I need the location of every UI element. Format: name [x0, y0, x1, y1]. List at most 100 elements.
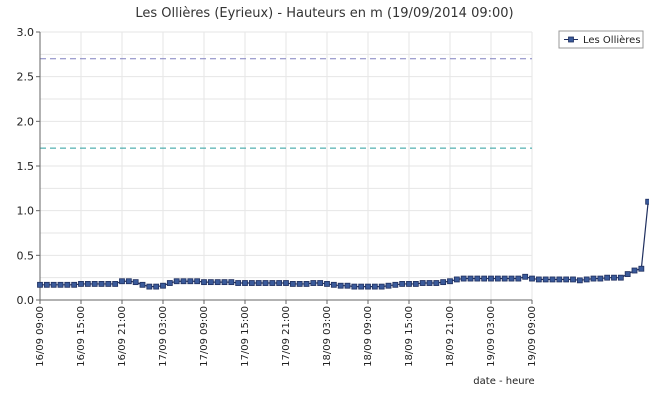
- legend: Les Ollières: [558, 30, 644, 49]
- data-point: [50, 281, 57, 288]
- data-point: [255, 280, 262, 286]
- y-tick-label: 1.5: [17, 160, 35, 173]
- data-point: [303, 281, 310, 287]
- data-point: [296, 281, 303, 287]
- data-point: [317, 280, 324, 286]
- series-line: [40, 198, 649, 288]
- data-point: [624, 271, 631, 277]
- data-point: [481, 275, 488, 282]
- data-point: [37, 281, 43, 288]
- data-point: [98, 281, 105, 287]
- data-point: [146, 283, 153, 290]
- data-point: [324, 281, 330, 287]
- chart-title: Les Ollières (Eyrieux) - Hauteurs en m (…: [135, 6, 513, 21]
- data-point: [556, 276, 563, 283]
- data-point: [160, 282, 166, 289]
- x-tick-label: 18/09 15:00: [404, 306, 415, 367]
- data-point: [426, 280, 433, 286]
- x-axis-label: date - heure: [473, 376, 534, 387]
- data-point: [590, 275, 597, 282]
- data-point: [214, 279, 221, 286]
- data-point: [57, 281, 64, 288]
- x-tick-label: 17/09 03:00: [158, 306, 169, 367]
- data-point: [631, 267, 638, 274]
- data-point: [365, 283, 371, 290]
- data-point: [276, 280, 283, 286]
- data-point: [235, 280, 242, 286]
- data-point: [78, 281, 84, 287]
- data-point: [201, 279, 207, 286]
- data-point: [392, 281, 399, 288]
- data-point: [542, 276, 549, 283]
- data-point: [535, 276, 542, 283]
- data-point: [310, 280, 317, 286]
- data-point: [583, 276, 590, 283]
- data-point: [529, 275, 535, 282]
- x-tick-label: 17/09 09:00: [199, 306, 210, 367]
- data-point: [563, 276, 570, 283]
- data-point: [597, 275, 604, 282]
- threshold-lines: [40, 58, 532, 149]
- data-point: [194, 278, 201, 285]
- data-point: [412, 281, 419, 287]
- data-point: [248, 280, 255, 286]
- x-tick-label: 18/09 09:00: [363, 306, 374, 367]
- data-point: [385, 282, 392, 289]
- data-point: [358, 283, 365, 290]
- data-point: [522, 273, 529, 280]
- data-point: [132, 279, 139, 286]
- y-tick-label: 1.0: [17, 205, 35, 218]
- data-point: [604, 274, 611, 281]
- x-tick-labels: 16/09 09:00 16/09 15:00 16/09 21:00 17/09 0…: [35, 300, 538, 367]
- data-point: [283, 280, 289, 286]
- legend-box: [558, 30, 644, 49]
- y-tick-labels: 0.0 0.5 1.0 1.5 2.0 2.5 3.0: [17, 26, 40, 307]
- x-tick-label: 18/09 03:00: [322, 306, 333, 367]
- data-point: [187, 278, 194, 285]
- data-point: [570, 276, 576, 283]
- data-point: [617, 274, 624, 281]
- grid: [39, 31, 533, 301]
- data-point: [433, 280, 440, 286]
- data-point: [242, 280, 248, 286]
- y-tick-label: 3.0: [17, 26, 35, 39]
- data-point: [344, 282, 351, 289]
- data-point: [508, 275, 515, 282]
- data-point: [173, 278, 180, 285]
- data-point: [611, 274, 617, 281]
- data-point: [638, 265, 645, 272]
- x-tick-label: 19/09 03:00: [486, 306, 497, 367]
- data-point: [515, 275, 522, 282]
- y-tick-label: 2.5: [17, 71, 35, 84]
- data-point: [337, 282, 344, 289]
- y-tick-label: 0.0: [17, 294, 35, 307]
- data-point: [371, 283, 378, 290]
- data-point: [139, 281, 146, 288]
- x-tick-label: 16/09 21:00: [117, 306, 128, 367]
- data-point: [447, 278, 453, 285]
- data-point: [406, 281, 412, 287]
- data-point: [105, 281, 112, 287]
- y-tick-label: 0.5: [17, 249, 35, 262]
- data-point: [474, 275, 481, 282]
- data-point: [221, 279, 228, 286]
- legend-entry: Les Ollières: [583, 34, 641, 46]
- data-point: [440, 279, 447, 286]
- data-point: [399, 281, 406, 287]
- data-point: [645, 198, 649, 205]
- data-point: [269, 280, 276, 286]
- y-tick-label: 2.0: [17, 115, 35, 128]
- data-point: [501, 275, 508, 282]
- data-point: [228, 279, 235, 286]
- x-tick-label: 16/09 15:00: [76, 306, 87, 367]
- data-point: [453, 276, 460, 283]
- data-point: [488, 275, 494, 282]
- data-point: [166, 280, 173, 286]
- data-point: [576, 277, 583, 284]
- data-point: [262, 280, 269, 286]
- data-point: [64, 281, 71, 288]
- data-point: [351, 283, 358, 290]
- x-tick-label: 17/09 21:00: [281, 306, 292, 367]
- data-point: [119, 278, 125, 285]
